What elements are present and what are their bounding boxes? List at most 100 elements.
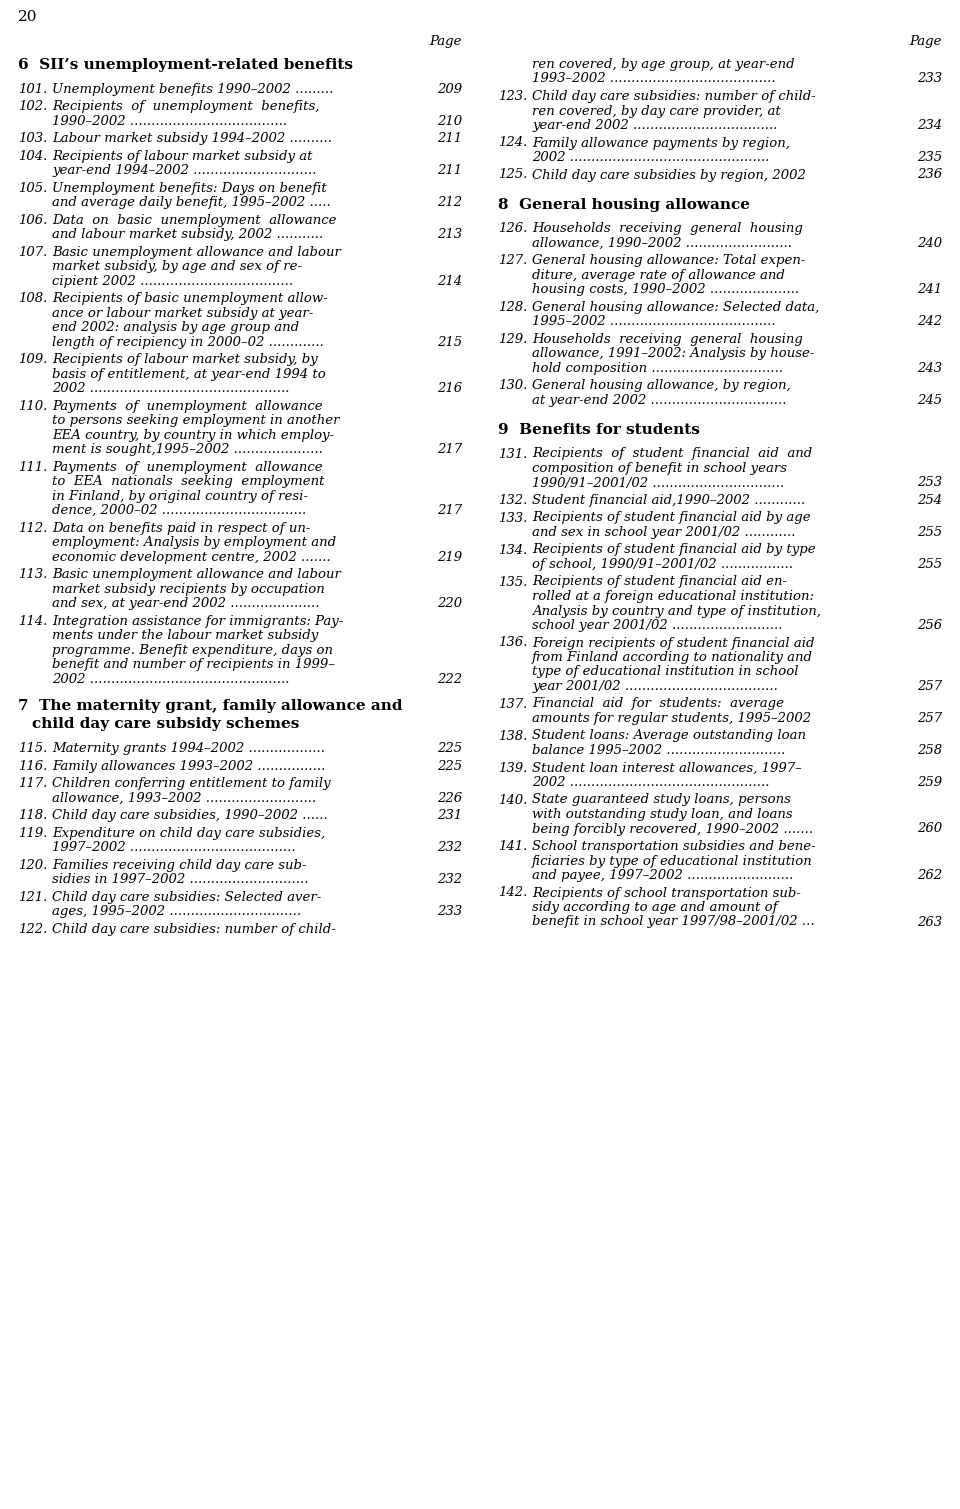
- Text: 222: 222: [437, 673, 462, 685]
- Text: Data on benefits paid in respect of un-: Data on benefits paid in respect of un-: [52, 522, 310, 534]
- Text: market subsidy, by age and sex of re-: market subsidy, by age and sex of re-: [52, 260, 302, 273]
- Text: 105.: 105.: [18, 181, 47, 195]
- Text: 101.: 101.: [18, 83, 47, 95]
- Text: 118.: 118.: [18, 809, 47, 822]
- Text: allowance, 1993–2002 ..........................: allowance, 1993–2002 ...................…: [52, 792, 316, 804]
- Text: 259: 259: [917, 776, 942, 789]
- Text: 209: 209: [437, 83, 462, 95]
- Text: Student loans: Average outstanding loan: Student loans: Average outstanding loan: [532, 729, 806, 742]
- Text: 7  The maternity grant, family allowance and: 7 The maternity grant, family allowance …: [18, 699, 402, 712]
- Text: 263: 263: [917, 916, 942, 928]
- Text: Child day care subsidies by region, 2002: Child day care subsidies by region, 2002: [532, 169, 805, 181]
- Text: 106.: 106.: [18, 214, 47, 226]
- Text: 1990–2002 .....................................: 1990–2002 ..............................…: [52, 115, 287, 128]
- Text: Child day care subsidies: Selected aver-: Child day care subsidies: Selected aver-: [52, 890, 322, 904]
- Text: allowance, 1990–2002 .........................: allowance, 1990–2002 ...................…: [532, 237, 792, 250]
- Text: ments under the labour market subsidy: ments under the labour market subsidy: [52, 629, 319, 643]
- Text: 140.: 140.: [498, 794, 527, 806]
- Text: 127.: 127.: [498, 254, 527, 267]
- Text: 132.: 132.: [498, 493, 527, 507]
- Text: type of educational institution in school: type of educational institution in schoo…: [532, 665, 799, 679]
- Text: 2002 ...............................................: 2002 ...................................…: [52, 673, 290, 685]
- Text: child day care subsidy schemes: child day care subsidy schemes: [32, 717, 300, 732]
- Text: Unemployment benefits: Days on benefit: Unemployment benefits: Days on benefit: [52, 181, 326, 195]
- Text: 258: 258: [917, 744, 942, 758]
- Text: and payee, 1997–2002 .........................: and payee, 1997–2002 ...................…: [532, 869, 793, 881]
- Text: 217: 217: [437, 444, 462, 456]
- Text: 8  General housing allowance: 8 General housing allowance: [498, 198, 750, 211]
- Text: 102.: 102.: [18, 100, 47, 113]
- Text: 232: 232: [437, 874, 462, 886]
- Text: ment is sought,1995–2002 .....................: ment is sought,1995–2002 ...............…: [52, 444, 323, 456]
- Text: Page: Page: [429, 35, 462, 48]
- Text: 134.: 134.: [498, 543, 527, 557]
- Text: ages, 1995–2002 ...............................: ages, 1995–2002 ........................…: [52, 905, 301, 917]
- Text: Family allowance payments by region,: Family allowance payments by region,: [532, 136, 790, 149]
- Text: 136.: 136.: [498, 637, 527, 649]
- Text: 256: 256: [917, 619, 942, 632]
- Text: 220: 220: [437, 598, 462, 610]
- Text: Recipients  of  unemployment  benefits,: Recipients of unemployment benefits,: [52, 100, 320, 113]
- Text: Maternity grants 1994–2002 ..................: Maternity grants 1994–2002 .............…: [52, 742, 325, 754]
- Text: year-end 1994–2002 .............................: year-end 1994–2002 .....................…: [52, 164, 317, 177]
- Text: Expenditure on child day care subsidies,: Expenditure on child day care subsidies,: [52, 827, 325, 839]
- Text: year 2001/02 ....................................: year 2001/02 ...........................…: [532, 681, 778, 693]
- Text: 232: 232: [437, 841, 462, 854]
- Text: 141.: 141.: [498, 841, 527, 853]
- Text: 1995–2002 .......................................: 1995–2002 ..............................…: [532, 315, 776, 329]
- Text: 236: 236: [917, 169, 942, 181]
- Text: Basic unemployment allowance and labour: Basic unemployment allowance and labour: [52, 569, 341, 581]
- Text: 112.: 112.: [18, 522, 47, 534]
- Text: 113.: 113.: [18, 569, 47, 581]
- Text: Child day care subsidies: number of child-: Child day care subsidies: number of chil…: [52, 922, 336, 936]
- Text: composition of benefit in school years: composition of benefit in school years: [532, 462, 787, 475]
- Text: ficiaries by type of educational institution: ficiaries by type of educational institu…: [532, 854, 813, 868]
- Text: rolled at a foreign educational institution:: rolled at a foreign educational institut…: [532, 590, 814, 604]
- Text: basis of entitlement, at year-end 1994 to: basis of entitlement, at year-end 1994 t…: [52, 368, 325, 380]
- Text: 9  Benefits for students: 9 Benefits for students: [498, 423, 700, 436]
- Text: cipient 2002 ....................................: cipient 2002 ...........................…: [52, 275, 293, 288]
- Text: allowance, 1991–2002: Analysis by house-: allowance, 1991–2002: Analysis by house-: [532, 347, 814, 361]
- Text: being forcibly recovered, 1990–2002 .......: being forcibly recovered, 1990–2002 ....…: [532, 822, 813, 836]
- Text: Households  receiving  general  housing: Households receiving general housing: [532, 333, 803, 346]
- Text: 242: 242: [917, 315, 942, 329]
- Text: Analysis by country and type of institution,: Analysis by country and type of institut…: [532, 605, 821, 617]
- Text: 109.: 109.: [18, 353, 47, 367]
- Text: 137.: 137.: [498, 697, 527, 711]
- Text: market subsidy recipients by occupation: market subsidy recipients by occupation: [52, 582, 324, 596]
- Text: Payments  of  unemployment  allowance: Payments of unemployment allowance: [52, 460, 323, 474]
- Text: 122.: 122.: [18, 922, 47, 936]
- Text: 138.: 138.: [498, 729, 527, 742]
- Text: ren covered, by age group, at year-end: ren covered, by age group, at year-end: [532, 57, 795, 71]
- Text: 103.: 103.: [18, 133, 47, 145]
- Text: Basic unemployment allowance and labour: Basic unemployment allowance and labour: [52, 246, 341, 258]
- Text: housing costs, 1990–2002 .....................: housing costs, 1990–2002 ...............…: [532, 284, 799, 296]
- Text: Data  on  basic  unemployment  allowance: Data on basic unemployment allowance: [52, 214, 337, 226]
- Text: school year 2001/02 ..........................: school year 2001/02 ....................…: [532, 619, 782, 632]
- Text: 133.: 133.: [498, 512, 527, 525]
- Text: 235: 235: [917, 151, 942, 164]
- Text: year-end 2002 ..................................: year-end 2002 ..........................…: [532, 119, 778, 131]
- Text: Financial  aid  for  students:  average: Financial aid for students: average: [532, 697, 784, 711]
- Text: 216: 216: [437, 382, 462, 395]
- Text: EEA country, by country in which employ-: EEA country, by country in which employ-: [52, 429, 334, 442]
- Text: 128.: 128.: [498, 300, 527, 314]
- Text: 214: 214: [437, 275, 462, 288]
- Text: and sex in school year 2001/02 ............: and sex in school year 2001/02 .........…: [532, 527, 796, 539]
- Text: employment: Analysis by employment and: employment: Analysis by employment and: [52, 536, 336, 549]
- Text: Integration assistance for immigrants: Pay-: Integration assistance for immigrants: P…: [52, 614, 344, 628]
- Text: 233: 233: [437, 905, 462, 917]
- Text: Labour market subsidy 1994–2002 ..........: Labour market subsidy 1994–2002 ........…: [52, 133, 332, 145]
- Text: 210: 210: [437, 115, 462, 128]
- Text: 1997–2002 .......................................: 1997–2002 ..............................…: [52, 841, 296, 854]
- Text: diture, average rate of allowance and: diture, average rate of allowance and: [532, 269, 785, 282]
- Text: sidy according to age and amount of: sidy according to age and amount of: [532, 901, 778, 914]
- Text: Student loan interest allowances, 1997–: Student loan interest allowances, 1997–: [532, 762, 802, 774]
- Text: hold composition ...............................: hold composition .......................…: [532, 362, 783, 374]
- Text: 117.: 117.: [18, 777, 47, 791]
- Text: 241: 241: [917, 284, 942, 296]
- Text: 226: 226: [437, 792, 462, 804]
- Text: General housing allowance: Total expen-: General housing allowance: Total expen-: [532, 254, 805, 267]
- Text: Recipients of student financial aid by age: Recipients of student financial aid by a…: [532, 512, 810, 525]
- Text: economic development centre, 2002 .......: economic development centre, 2002 ......…: [52, 551, 331, 564]
